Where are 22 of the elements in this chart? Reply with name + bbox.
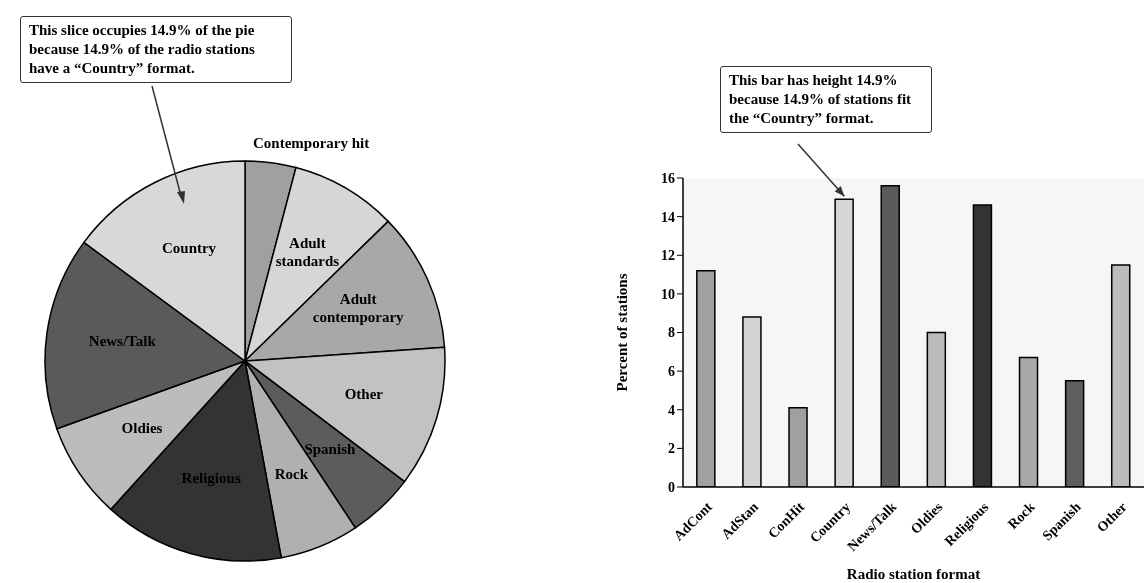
text: This slice occupies 14.9% of the pie because 14.9% of the radio stations have a “Country” format. [20, 16, 292, 83]
slice-label: Rock [274, 466, 309, 483]
slice-label: Oldies [121, 420, 163, 437]
y-axis-title: Percent of stations [614, 273, 631, 392]
slice-label: Country [161, 240, 217, 257]
slice-label: Adult standards [275, 235, 340, 270]
y-tick-label: 10 [661, 286, 675, 302]
y-tick-label: 12 [661, 248, 675, 264]
slice-label: Contemporary hit [253, 135, 370, 152]
annotation: This bar has height 14.9% because 14.9% of stations fit the “Country” format. [720, 66, 932, 133]
slice-label: Adult contemporary [312, 291, 405, 326]
y-tick-label: 2 [668, 441, 675, 457]
x-axis-title: Radio station format [846, 566, 981, 582]
y-tick-label: 0 [668, 479, 675, 495]
slice-label: Other [344, 386, 384, 403]
y-tick-label: 14 [661, 209, 675, 225]
y-tick-label: 6 [668, 364, 675, 380]
y-tick-label: 16 [661, 170, 675, 186]
y-tick-label: 4 [668, 402, 675, 418]
slice-label: Spanish [304, 441, 356, 458]
y-tick-label: 8 [668, 325, 675, 341]
slice-label: News/Talk [88, 333, 157, 350]
